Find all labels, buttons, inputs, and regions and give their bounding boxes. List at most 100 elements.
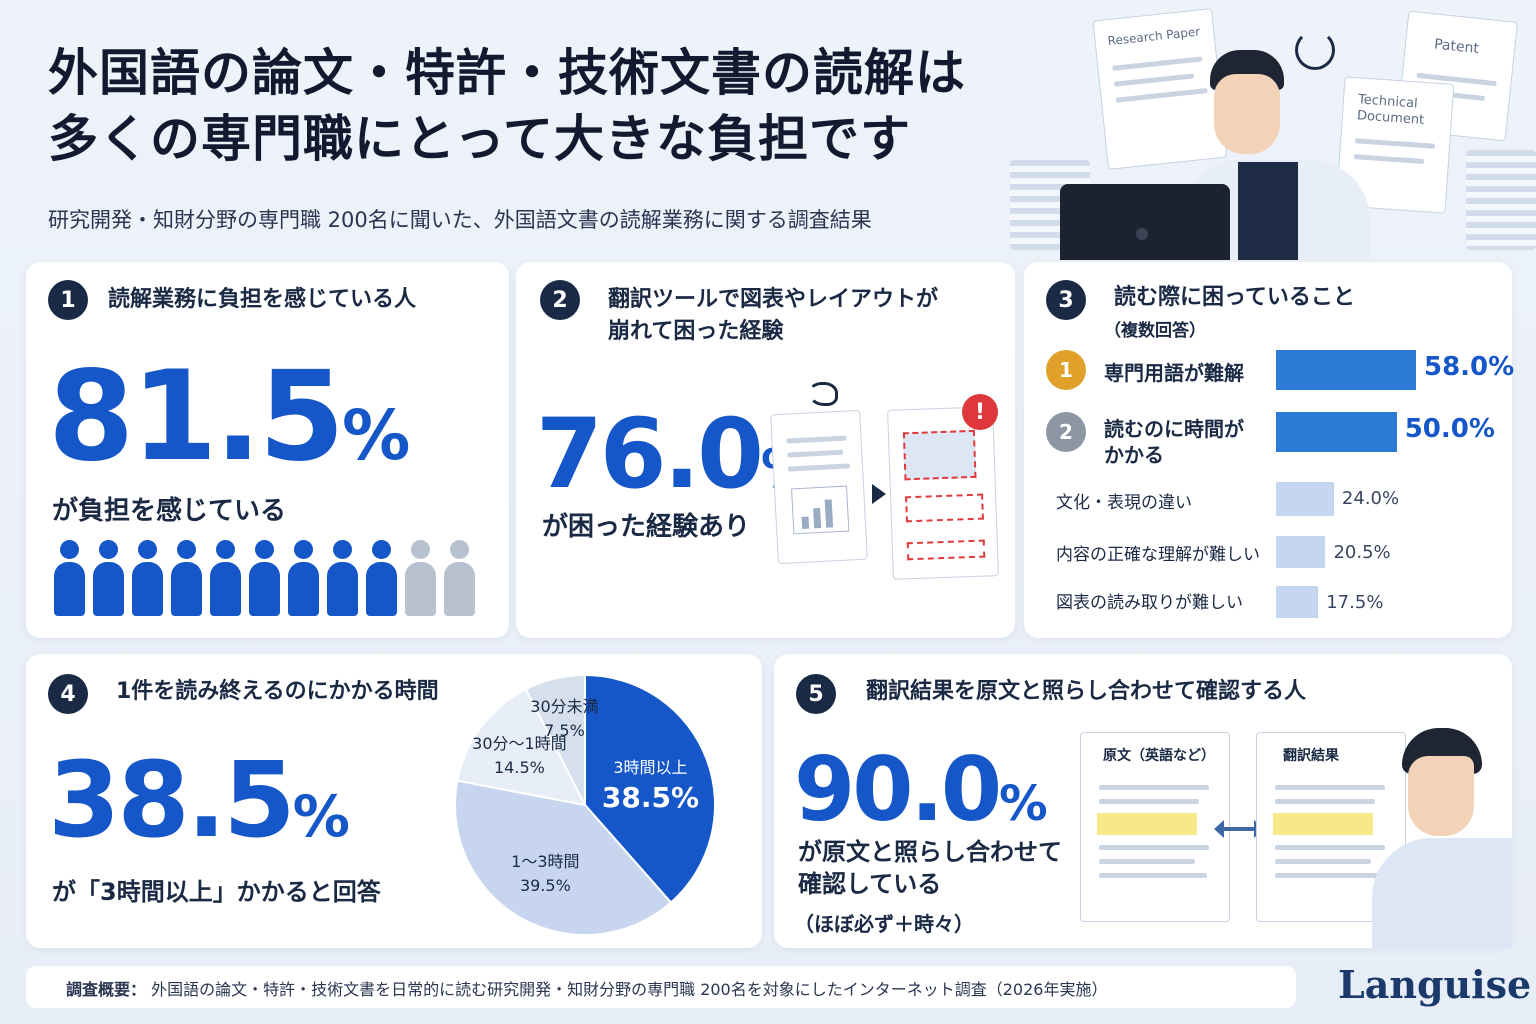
pie-slice-value: 39.5% (519, 876, 571, 896)
reading-time-percentage: 38.5% (48, 744, 350, 873)
difficulty-bar (1276, 412, 1397, 452)
pie-slice (454, 779, 673, 936)
reading-time-value: 38.5 (48, 739, 296, 861)
pie-slice-label: 30分〜1時間 14.5% (459, 732, 579, 780)
card-number-badge: 4 (48, 674, 88, 714)
difficulty-label: 読むのに時間が かかる (1104, 417, 1244, 467)
card-title: 翻訳ツールで図表やレイアウトが 崩れて困った経験 (608, 284, 938, 348)
burden-percentage: 81.5% (48, 352, 410, 502)
pie-slice (584, 673, 716, 904)
difficulty-label: 図表の読み取りが難しい (1056, 593, 1243, 613)
card-reading-time: 4 1件を読み終えるのにかかる時間 38.5% が「3時間以上」かかると回答 3… (26, 654, 762, 948)
person-icon (403, 540, 438, 616)
alert-icon: ! (962, 394, 998, 430)
person-icon (208, 540, 243, 616)
reading-time-pie-chart (454, 673, 716, 936)
page-title: 外国語の論文・特許・技術文書の読解は 多くの専門職にとって大きな負担です (48, 40, 966, 172)
verification-caption: が原文と照らし合わせて 確認している (798, 836, 1062, 900)
burden-value: 81.5 (48, 345, 345, 489)
bar-chart-icon (791, 485, 850, 535)
difficulty-bar (1276, 586, 1319, 618)
verification-note: （ほぼ必ず＋時々） (794, 912, 974, 936)
card-layout-breakage: 2 翻訳ツールで図表やレイアウトが 崩れて困った経験 76.0% が困った経験あ… (516, 262, 1015, 638)
pie-slice-name: 30分〜1時間 (472, 733, 567, 753)
person-icon (130, 540, 165, 616)
survey-overview-label: 調査概要： (66, 980, 147, 999)
layout-value: 76.0 (536, 398, 764, 510)
card-verification: 5 翻訳結果を原文と照らし合わせて確認する人 90.0% が原文と照らし合わせて… (774, 654, 1512, 948)
difficulty-bar (1276, 482, 1334, 516)
difficulty-value: 20.5% (1333, 542, 1391, 563)
card-number-badge: 1 (48, 280, 88, 320)
research-paper-label: Research Paper (1106, 24, 1201, 49)
pie-slice-name: 30分未満 (530, 697, 599, 717)
original-doc-icon (770, 409, 868, 565)
person-icon (247, 540, 282, 616)
rank-badge: 2 (1046, 412, 1086, 452)
difficulty-label: 内容の正確な理解が難しい (1056, 545, 1260, 565)
original-text-doc: 原文（英語など） (1080, 732, 1230, 922)
person-icon (442, 540, 477, 616)
difficulty-bar (1276, 350, 1416, 390)
pie-slice-value: 38.5% (601, 781, 700, 815)
card-title-line-2: 崩れて困った経験 (608, 319, 784, 344)
pie-slice (524, 673, 586, 806)
difficulty-label: 専門用語が難解 (1104, 361, 1244, 385)
card-title: 読解業務に負担を感じている人 (108, 287, 417, 312)
card-number-badge: 5 (796, 674, 836, 714)
title-line-2: 多くの専門職にとって大きな負担です (48, 110, 911, 168)
person-icon (364, 540, 399, 616)
arrow-right-icon (872, 484, 886, 504)
pie-slice (456, 687, 587, 807)
difficulty-label: 文化・表現の違い (1056, 493, 1192, 513)
difficulty-value: 24.0% (1341, 488, 1400, 509)
people-icon-row (52, 540, 477, 616)
patent-label: Patent (1433, 36, 1480, 58)
verification-unit: % (999, 776, 1048, 832)
reading-time-unit: % (292, 784, 350, 850)
pie-slice-label: 30分未満 7.5% (504, 695, 624, 743)
laptop-icon (1060, 184, 1230, 260)
difficulty-value: 17.5% (1326, 592, 1384, 613)
person-icon (91, 540, 126, 616)
brand-logo: Languise (1338, 962, 1532, 1007)
card-number-badge: 3 (1046, 280, 1086, 320)
person-icon (169, 540, 204, 616)
burden-caption: が負担を感じている (52, 496, 287, 526)
card-title-line-1: 翻訳ツールで図表やレイアウトが (608, 287, 939, 312)
reading-person (1362, 728, 1512, 948)
difficulty-value: 58.0% (1424, 352, 1515, 382)
swirl-icon (1295, 30, 1335, 70)
pie-slice-value: 14.5% (494, 757, 545, 777)
survey-overview: 調査概要： 外国語の論文・特許・技術文書を日常的に読む研究開発・知財分野の専門職… (26, 966, 1296, 1008)
survey-overview-text: 外国語の論文・特許・技術文書を日常的に読む研究開発・知財分野の専門職 200名を… (151, 980, 1108, 999)
broken-doc-icon (887, 406, 999, 580)
paper-stack-right (1466, 150, 1536, 250)
reading-time-caption: が「3時間以上」かかると回答 (52, 878, 381, 906)
person-icon (52, 540, 87, 616)
difficulty-value: 50.0% (1404, 414, 1495, 444)
verification-caption-line-1: が原文と照らし合わせて (798, 838, 1062, 866)
card-difficulties: 3 読む際に困っていること （複数回答） 1 専門用語が難解 58.0% 2 読むのに時… (1024, 262, 1515, 638)
pie-slice-name: 3時間以上 (613, 758, 688, 778)
verification-caption-line-2: 確認している (798, 870, 942, 898)
layout-caption: が困った経験あり (542, 512, 751, 542)
pie-slice-label: 1〜3時間 39.5% (485, 850, 605, 898)
pie-slice-label: 3時間以上 38.5% (590, 756, 710, 816)
card-title: 翻訳結果を原文と照らし合わせて確認する人 (866, 679, 1307, 704)
header-illustration: Research Paper Patent Technical Document (1010, 0, 1536, 260)
original-text-label: 原文（英語など） (1103, 748, 1215, 764)
person-icon (286, 540, 321, 616)
pie-slice-value: 7.5% (544, 721, 585, 741)
person-icon (325, 540, 360, 616)
title-line-1: 外国語の論文・特許・技術文書の読解は (48, 44, 966, 102)
rank-badge: 1 (1046, 350, 1086, 390)
burden-unit: % (341, 397, 411, 476)
translation-label: 翻訳結果 (1283, 748, 1339, 764)
card-number-badge: 2 (540, 280, 580, 320)
card-subtitle: （複数回答） (1104, 321, 1206, 341)
person-face (1214, 74, 1280, 154)
card-title: 読む際に困っていること (1114, 285, 1355, 310)
card-title: 1件を読み終えるのにかかる時間 (116, 679, 439, 704)
difficulty-bar (1276, 536, 1326, 568)
